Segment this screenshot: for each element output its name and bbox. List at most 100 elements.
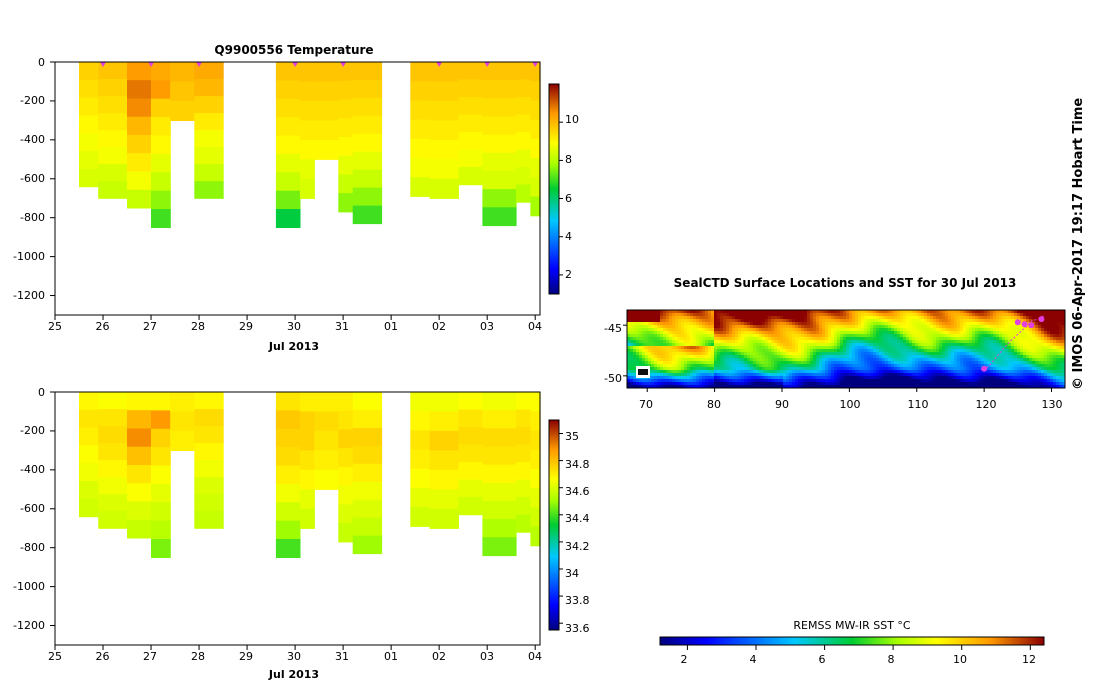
sst-cell bbox=[987, 340, 991, 344]
sst-cell bbox=[1011, 370, 1015, 374]
section-cell bbox=[79, 168, 99, 188]
sst-cell bbox=[690, 310, 694, 314]
sst-cell bbox=[717, 316, 721, 320]
sst-cell bbox=[714, 346, 718, 350]
sst-cell bbox=[741, 328, 745, 332]
sst-cell bbox=[1017, 364, 1021, 368]
sst-cell bbox=[1062, 370, 1066, 374]
sst-cell bbox=[969, 373, 973, 377]
section-cell bbox=[299, 489, 315, 510]
sst-cell bbox=[837, 364, 841, 368]
sst-cell bbox=[939, 343, 943, 347]
sst-cell bbox=[678, 343, 682, 347]
sst-cell bbox=[1020, 316, 1024, 320]
sst-cell bbox=[942, 340, 946, 344]
x-tick-label: 25 bbox=[48, 320, 62, 333]
sst-cell bbox=[1056, 373, 1060, 377]
sst-cell bbox=[720, 313, 724, 317]
sst-cell bbox=[723, 358, 727, 362]
sst-cell bbox=[840, 382, 844, 386]
y-tick-label: 0 bbox=[38, 56, 45, 69]
sst-cell bbox=[729, 331, 733, 335]
sst-cell bbox=[729, 385, 733, 389]
sst-cell bbox=[996, 313, 1000, 317]
sst-cell bbox=[765, 385, 769, 389]
sst-cell bbox=[891, 343, 895, 347]
sst-cell bbox=[1002, 379, 1006, 383]
sst-cell bbox=[744, 310, 748, 314]
sst-cell bbox=[1035, 382, 1039, 386]
sst-cell bbox=[1032, 373, 1036, 377]
profile-marker bbox=[196, 62, 203, 67]
sst-cell bbox=[768, 331, 772, 335]
sst-cell bbox=[801, 370, 805, 374]
sst-cell bbox=[939, 382, 943, 386]
section-cell bbox=[98, 96, 128, 114]
section-cell bbox=[98, 426, 128, 444]
sst-cell bbox=[855, 325, 859, 329]
sst-cell bbox=[669, 316, 673, 320]
sst-cell bbox=[1044, 367, 1048, 371]
section-cell bbox=[314, 81, 339, 102]
sst-field bbox=[627, 310, 1066, 389]
sst-cell bbox=[777, 382, 781, 386]
sst-cell bbox=[777, 334, 781, 338]
sst-cell bbox=[1008, 340, 1012, 344]
sst-cell bbox=[939, 349, 943, 353]
sst-cell bbox=[1062, 325, 1066, 329]
sst-cell bbox=[831, 373, 835, 377]
sst-cell bbox=[639, 361, 643, 365]
sst-cell bbox=[810, 331, 814, 335]
sst-cell bbox=[705, 322, 709, 326]
sst-cell bbox=[996, 334, 1000, 338]
sst-cell bbox=[1008, 370, 1012, 374]
sst-cell bbox=[939, 370, 943, 374]
sst-cell bbox=[642, 355, 646, 359]
sst-cell bbox=[843, 361, 847, 365]
sst-cell bbox=[690, 316, 694, 320]
x-tick-label: 30 bbox=[287, 650, 301, 663]
sst-cell bbox=[924, 325, 928, 329]
sst-cell bbox=[765, 370, 769, 374]
sst-cell bbox=[852, 334, 856, 338]
sst-cell bbox=[675, 334, 679, 338]
sst-cell bbox=[1047, 337, 1051, 341]
sst-cell bbox=[801, 349, 805, 353]
sst-cell bbox=[990, 319, 994, 323]
sst-cell bbox=[822, 346, 826, 350]
sst-cell bbox=[660, 322, 664, 326]
sst-cell bbox=[672, 349, 676, 353]
sst-cell bbox=[870, 367, 874, 371]
sst-cell bbox=[756, 370, 760, 374]
sst-cell bbox=[639, 325, 643, 329]
sst-cell bbox=[1041, 340, 1045, 344]
sst-cell bbox=[924, 370, 928, 374]
section-cell bbox=[170, 430, 195, 451]
sst-cell bbox=[903, 382, 907, 386]
sst-cell bbox=[651, 370, 655, 374]
sst-cell bbox=[651, 376, 655, 380]
sst-cell bbox=[702, 331, 706, 335]
sst-cell bbox=[927, 322, 931, 326]
sst-cell bbox=[780, 343, 784, 347]
sst-cell bbox=[735, 385, 739, 389]
sst-cell bbox=[753, 310, 757, 314]
sst-cell bbox=[1029, 313, 1033, 317]
sst-cell bbox=[699, 334, 703, 338]
sst-cell bbox=[846, 385, 850, 389]
sst-cell bbox=[855, 334, 859, 338]
sst-cell bbox=[774, 322, 778, 326]
sst-cell bbox=[699, 382, 703, 386]
sst-cell bbox=[942, 379, 946, 383]
sst-cell bbox=[657, 361, 661, 365]
sst-cell bbox=[852, 376, 856, 380]
sst-cell bbox=[1014, 340, 1018, 344]
sst-cell bbox=[633, 376, 637, 380]
sst-cell bbox=[771, 373, 775, 377]
sst-cell bbox=[846, 316, 850, 320]
sst-cell bbox=[627, 325, 631, 329]
sst-cell bbox=[933, 361, 937, 365]
sst-cell bbox=[741, 382, 745, 386]
sst-cell bbox=[966, 373, 970, 377]
sst-cell bbox=[1029, 382, 1033, 386]
